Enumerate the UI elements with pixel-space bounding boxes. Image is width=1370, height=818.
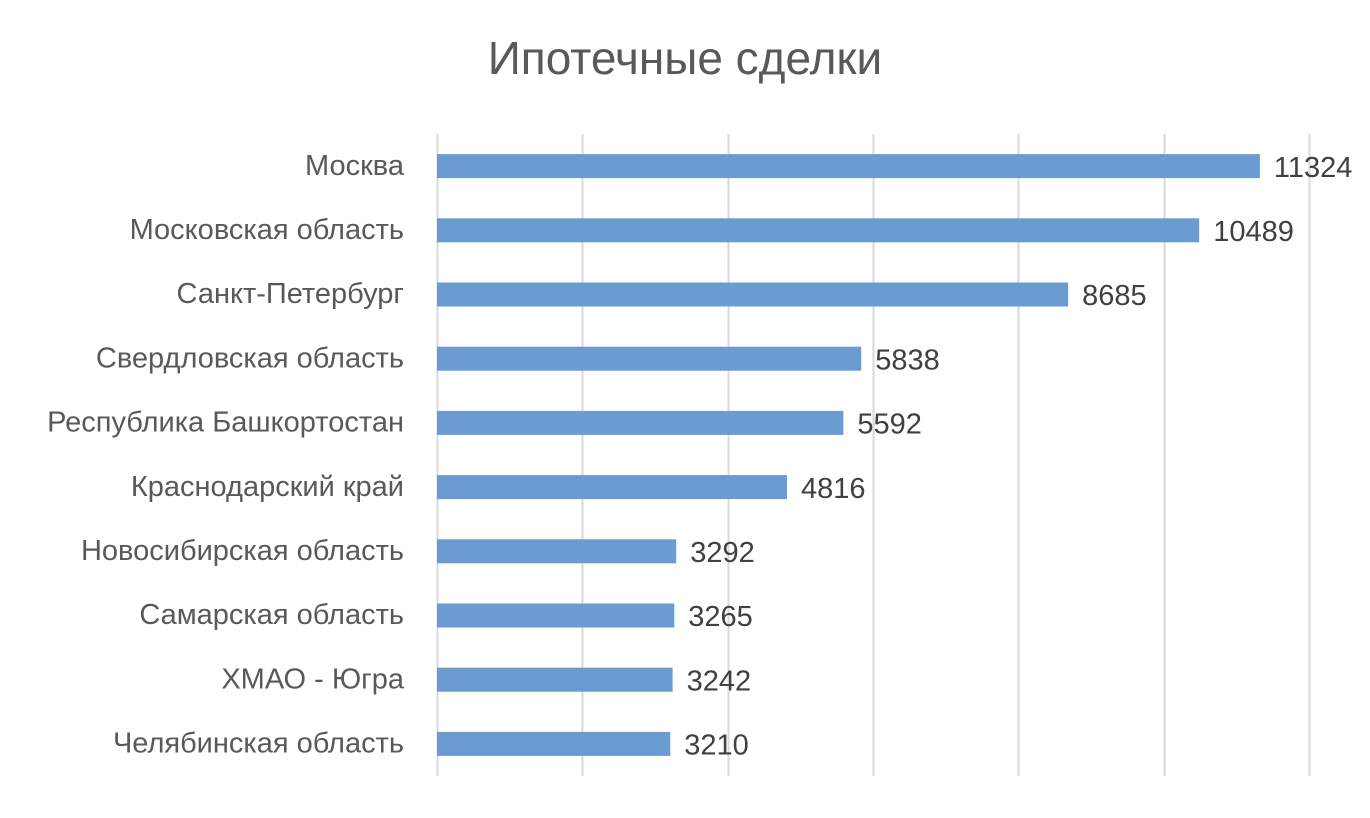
data-label: 10489 bbox=[1213, 216, 1294, 248]
category-label: Республика Башкортостан bbox=[47, 407, 404, 439]
bar bbox=[437, 475, 787, 500]
bar bbox=[437, 282, 1069, 307]
category-label: Челябинская область bbox=[113, 728, 404, 760]
bar bbox=[437, 410, 844, 435]
data-label: 3210 bbox=[684, 730, 749, 762]
category-label: Самарская область bbox=[139, 599, 404, 631]
bar bbox=[437, 731, 671, 756]
category-label: ХМАО - Югра bbox=[221, 663, 405, 695]
chart-title: Ипотечные сделки bbox=[487, 32, 883, 84]
data-label: 3242 bbox=[687, 665, 752, 697]
category-label: Краснодарский край bbox=[131, 471, 404, 503]
data-label: 11324 bbox=[1274, 152, 1353, 184]
data-label: 5838 bbox=[875, 344, 940, 376]
category-label: Санкт-Петербург bbox=[177, 278, 404, 310]
bar bbox=[437, 218, 1200, 243]
data-label: 5592 bbox=[857, 409, 922, 441]
data-label: 3292 bbox=[690, 537, 755, 569]
bar bbox=[437, 667, 673, 692]
bar bbox=[437, 346, 862, 371]
category-label: Новосибирская область bbox=[81, 535, 404, 567]
data-label: 4816 bbox=[801, 473, 866, 505]
data-label: 3265 bbox=[688, 601, 753, 633]
category-label: Свердловская область bbox=[96, 342, 404, 374]
category-label: Москва bbox=[305, 150, 405, 182]
value-labels: 11324 10489 8685 5838 5592 4816 3292 3265 3242 32… bbox=[684, 152, 1352, 762]
bar bbox=[437, 154, 1260, 179]
category-label: Московская область bbox=[130, 214, 404, 246]
category-labels: Москва Московская область Санкт-Петербург С… bbox=[47, 150, 405, 760]
bars bbox=[437, 154, 1260, 756]
data-label: 8685 bbox=[1082, 280, 1147, 312]
bar bbox=[437, 603, 675, 628]
bar bbox=[437, 539, 677, 564]
